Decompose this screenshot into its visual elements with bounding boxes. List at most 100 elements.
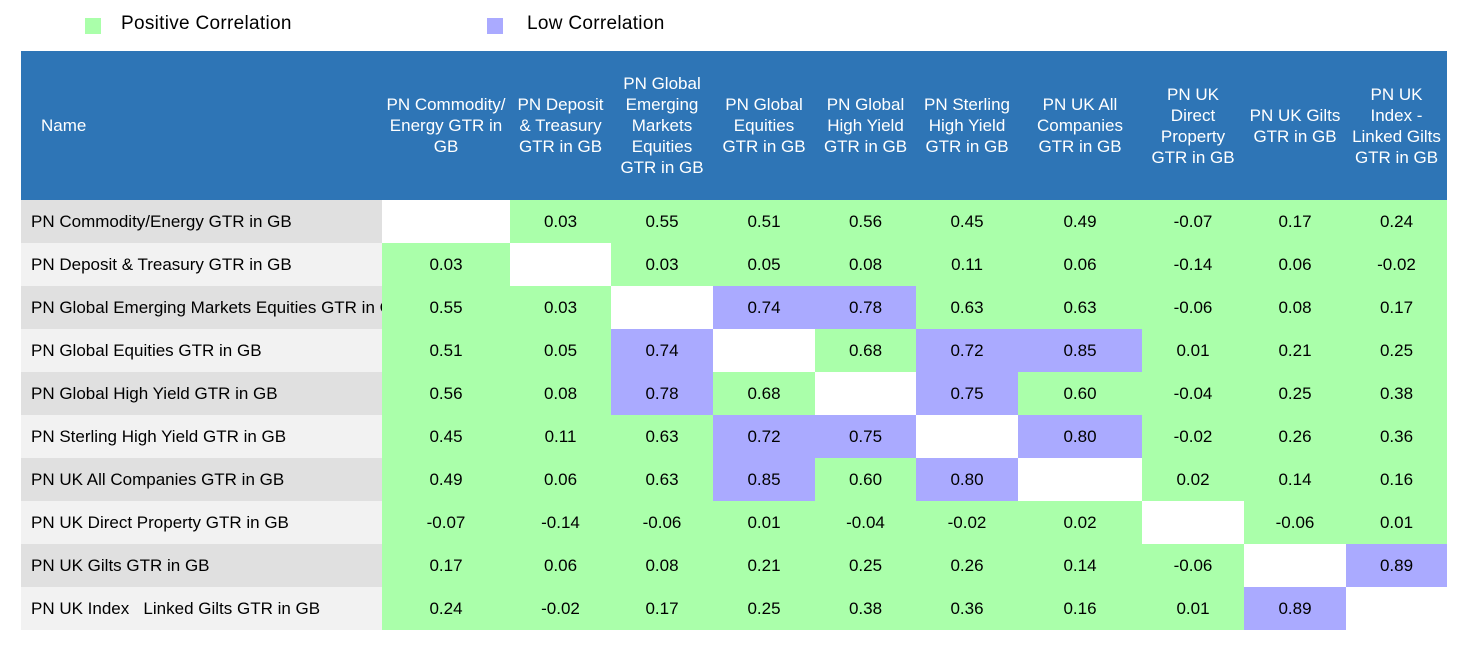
value-cell: 0.89: [1346, 544, 1447, 587]
column-header: PN Global Equities GTR in GB: [722, 95, 806, 156]
legend-swatch: [487, 18, 503, 34]
value-cell: 0.60: [815, 458, 916, 501]
value-cell: 0.21: [1244, 329, 1346, 372]
value-cell: 0.11: [510, 415, 611, 458]
value-cell: -0.06: [1142, 286, 1244, 329]
value-cell: -0.02: [916, 501, 1018, 544]
empty-cell: [713, 329, 815, 372]
value-cell: 0.78: [815, 286, 916, 329]
value-cell: 0.14: [1018, 544, 1142, 587]
value-cell: 0.02: [1018, 501, 1142, 544]
value-cell: -0.14: [510, 501, 611, 544]
value-cell: 0.06: [1244, 243, 1346, 286]
row-name: PN Global High Yield GTR in GB: [21, 372, 382, 415]
value-cell: -0.04: [1142, 372, 1244, 415]
empty-cell: [1244, 544, 1346, 587]
value-cell: 0.63: [916, 286, 1018, 329]
value-cell: 0.38: [815, 587, 916, 630]
value-cell: 0.75: [815, 415, 916, 458]
value-cell: 0.55: [611, 200, 713, 243]
column-header: PN Deposit & Treasury GTR in GB: [517, 95, 604, 156]
value-cell: 0.25: [713, 587, 815, 630]
column-header: PN UK Gilts GTR in GB: [1249, 105, 1341, 146]
value-cell: 0.68: [815, 329, 916, 372]
value-cell: 0.89: [1244, 587, 1346, 630]
value-cell: -0.07: [1142, 200, 1244, 243]
value-cell: 0.21: [713, 544, 815, 587]
value-cell: 0.45: [916, 200, 1018, 243]
value-cell: 0.85: [1018, 329, 1142, 372]
value-cell: 0.38: [1346, 372, 1447, 415]
value-cell: 0.75: [916, 372, 1018, 415]
row-name: PN Deposit & Treasury GTR in GB: [21, 243, 382, 286]
value-cell: 0.17: [382, 544, 510, 587]
value-cell: 0.06: [510, 544, 611, 587]
value-cell: 0.49: [1018, 200, 1142, 243]
value-cell: 0.24: [1346, 200, 1447, 243]
value-cell: 0.85: [713, 458, 815, 501]
value-cell: 0.60: [1018, 372, 1142, 415]
value-cell: 0.63: [611, 415, 713, 458]
column-header: PN Sterling High Yield GTR in GB: [924, 95, 1010, 156]
value-cell: 0.01: [713, 501, 815, 544]
value-cell: 0.36: [1346, 415, 1447, 458]
value-cell: 0.25: [1244, 372, 1346, 415]
row-name: PN UK All Companies GTR in GB: [21, 458, 382, 501]
value-cell: 0.72: [713, 415, 815, 458]
value-cell: 0.03: [510, 200, 611, 243]
value-cell: 0.25: [815, 544, 916, 587]
value-cell: 0.24: [382, 587, 510, 630]
value-cell: 0.01: [1346, 501, 1447, 544]
value-cell: 0.51: [713, 200, 815, 243]
empty-cell: [1346, 587, 1447, 630]
row-name: PN Sterling High Yield GTR in GB: [21, 415, 382, 458]
value-cell: 0.14: [1244, 458, 1346, 501]
header-bar: [21, 51, 1447, 200]
empty-cell: [815, 372, 916, 415]
value-cell: 0.80: [1018, 415, 1142, 458]
value-cell: 0.80: [916, 458, 1018, 501]
value-cell: 0.55: [382, 286, 510, 329]
value-cell: 0.08: [1244, 286, 1346, 329]
value-cell: -0.06: [611, 501, 713, 544]
value-cell: 0.56: [382, 372, 510, 415]
empty-cell: [382, 200, 510, 243]
value-cell: 0.06: [1018, 243, 1142, 286]
column-header: PN Global Emerging Markets Equities GTR …: [620, 74, 704, 177]
value-cell: 0.74: [611, 329, 713, 372]
value-cell: -0.07: [382, 501, 510, 544]
value-cell: 0.51: [382, 329, 510, 372]
value-cell: 0.17: [611, 587, 713, 630]
row-name: PN Global Emerging Markets Equities GTR …: [21, 286, 404, 329]
value-cell: 0.26: [1244, 415, 1346, 458]
value-cell: -0.04: [815, 501, 916, 544]
value-cell: 0.49: [382, 458, 510, 501]
value-cell: -0.02: [1346, 243, 1447, 286]
value-cell: -0.06: [1142, 544, 1244, 587]
value-cell: 0.74: [713, 286, 815, 329]
value-cell: 0.36: [916, 587, 1018, 630]
column-header: PN Commodity/ Energy GTR in GB: [386, 95, 506, 156]
empty-cell: [916, 415, 1018, 458]
value-cell: 0.08: [815, 243, 916, 286]
value-cell: 0.03: [611, 243, 713, 286]
value-cell: 0.26: [916, 544, 1018, 587]
value-cell: 0.08: [611, 544, 713, 587]
value-cell: 0.11: [916, 243, 1018, 286]
empty-cell: [1018, 458, 1142, 501]
value-cell: 0.17: [1346, 286, 1447, 329]
value-cell: 0.63: [611, 458, 713, 501]
empty-cell: [611, 286, 713, 329]
column-header: PN UK Index - Linked Gilts GTR in GB: [1352, 84, 1441, 167]
value-cell: 0.03: [382, 243, 510, 286]
value-cell: -0.14: [1142, 243, 1244, 286]
value-cell: 0.63: [1018, 286, 1142, 329]
value-cell: 0.05: [713, 243, 815, 286]
legend-label: Positive Correlation: [121, 13, 292, 34]
legend-label: Low Correlation: [527, 13, 665, 34]
value-cell: -0.06: [1244, 501, 1346, 544]
row-name: PN Global Equities GTR in GB: [21, 329, 382, 372]
row-name: PN UK Gilts GTR in GB: [21, 544, 382, 587]
column-header: PN UK All Companies GTR in GB: [1037, 95, 1123, 156]
